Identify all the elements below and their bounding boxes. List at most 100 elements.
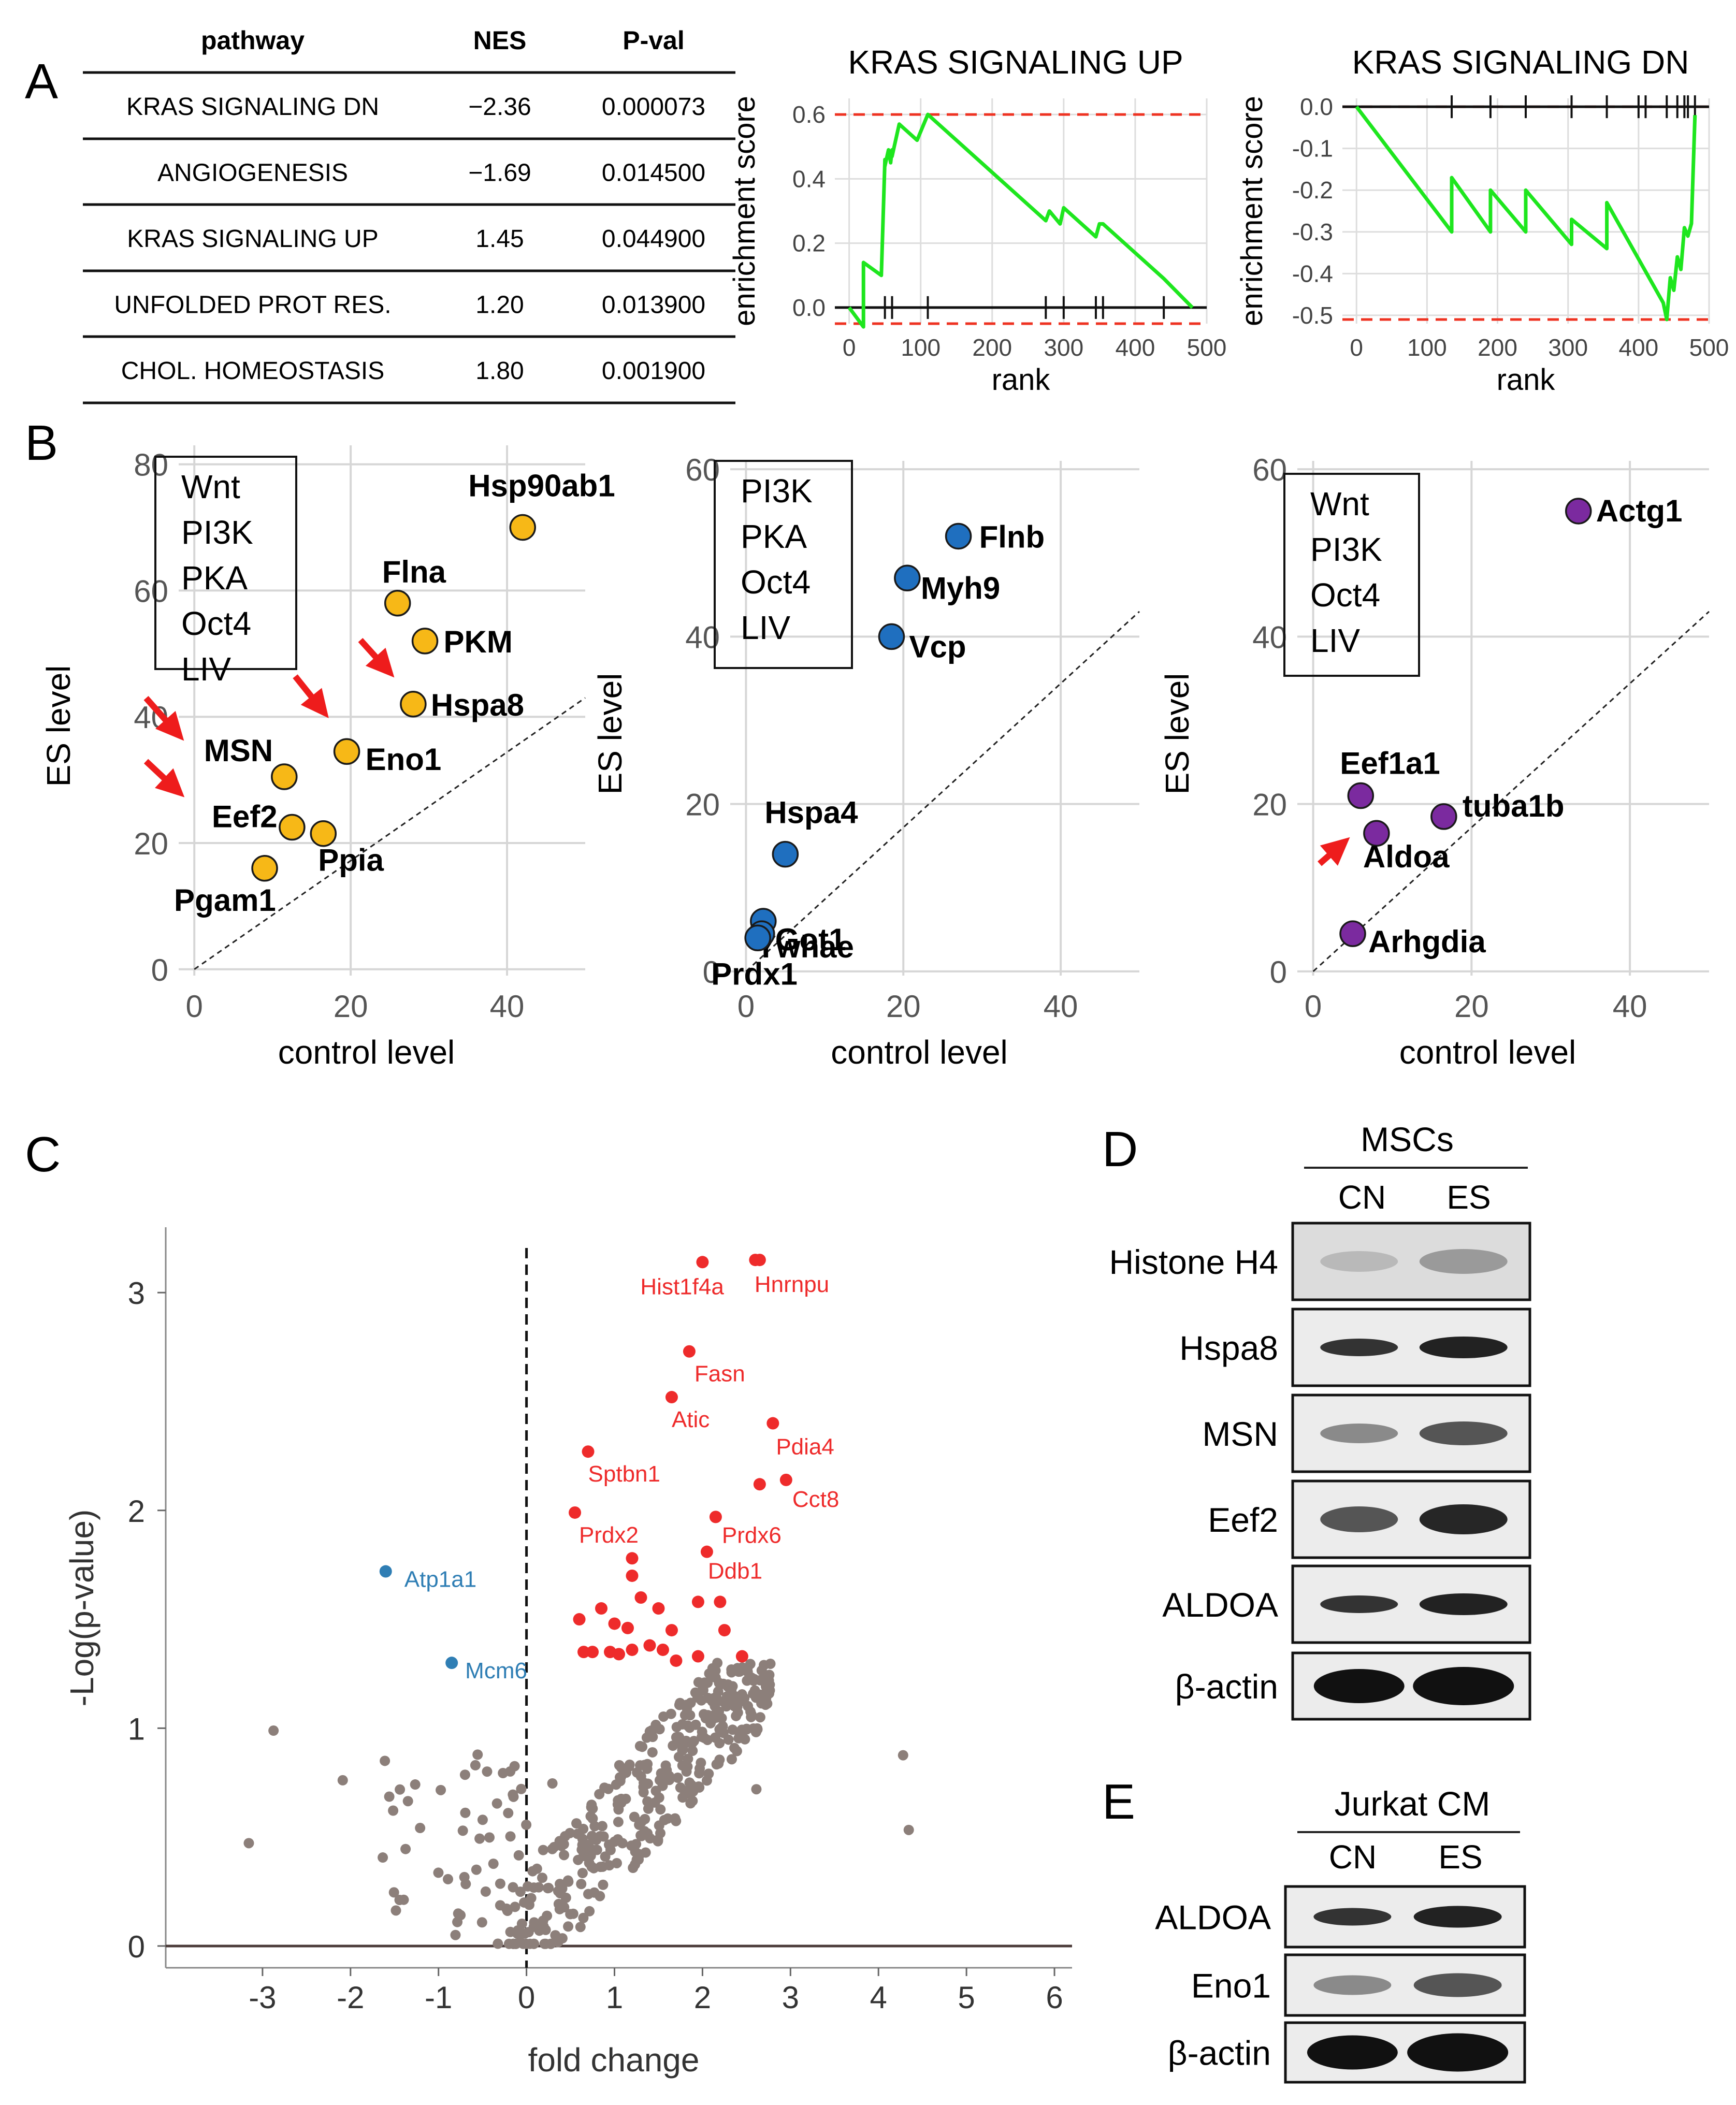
y-tick-label: 0 xyxy=(1270,955,1287,990)
x-tick-label: 0 xyxy=(1305,989,1322,1024)
significant-point xyxy=(714,1595,727,1608)
background-point xyxy=(476,1917,487,1928)
band-cn xyxy=(1313,1975,1392,1995)
background-point xyxy=(609,1836,620,1847)
enrichment-curve xyxy=(847,112,1194,329)
x-tick-label: 2 xyxy=(694,1980,711,2015)
background-point xyxy=(524,1899,534,1910)
background-point xyxy=(641,1732,652,1743)
background-point xyxy=(617,1838,628,1849)
data-point xyxy=(894,564,921,592)
pathway-box-item: LIV xyxy=(181,650,231,688)
background-point xyxy=(671,1722,682,1733)
x-tick-label: 3 xyxy=(782,1980,799,2015)
background-point xyxy=(697,1726,707,1737)
background-point xyxy=(563,1876,574,1887)
pathway-name: ANGIOGENESIS xyxy=(157,159,348,187)
significant-point xyxy=(626,1552,639,1565)
red-arrow-head xyxy=(155,710,184,741)
gene-label: Fasn xyxy=(695,1361,745,1387)
nes-value: −1.69 xyxy=(468,159,531,187)
background-point xyxy=(384,1791,395,1802)
significant-point xyxy=(652,1602,665,1615)
y-axis-label: enrichment score xyxy=(728,96,761,326)
significant-point xyxy=(656,1643,669,1656)
background-point xyxy=(472,1749,483,1760)
data-point xyxy=(251,855,278,882)
background-point xyxy=(582,1839,592,1850)
x-axis-label: rank xyxy=(992,363,1051,397)
background-point xyxy=(654,1724,665,1735)
background-point xyxy=(764,1670,775,1680)
blot-label: ALDOA xyxy=(1162,1586,1278,1624)
pathway-box-item: PI3K xyxy=(741,472,813,510)
data-point xyxy=(384,590,411,617)
panel-letter-b: B xyxy=(25,415,58,471)
band-es xyxy=(1407,2033,1509,2072)
background-point xyxy=(598,1879,609,1890)
gene-label: Sptbn1 xyxy=(588,1461,660,1487)
blot-group-label: MSCs xyxy=(1361,1120,1454,1158)
y-tick-label: 2 xyxy=(128,1494,145,1529)
background-point xyxy=(687,1745,698,1756)
data-point xyxy=(411,628,439,655)
data-point xyxy=(279,814,306,841)
band-es xyxy=(1413,1906,1502,1928)
significant-point xyxy=(691,1650,704,1663)
labeled-point xyxy=(379,1565,392,1578)
labeled-point xyxy=(683,1345,696,1358)
background-point xyxy=(547,1778,558,1789)
background-point xyxy=(595,1891,605,1901)
x-tick-label: 500 xyxy=(1689,334,1729,361)
background-point xyxy=(578,1851,589,1862)
background-point xyxy=(433,1867,444,1878)
red-arrow-head xyxy=(300,688,329,718)
x-tick-label: 100 xyxy=(1407,334,1447,361)
background-point xyxy=(626,1840,637,1851)
p-value: 0.014500 xyxy=(602,159,705,187)
point-label: Actg1 xyxy=(1596,493,1683,528)
band-cn xyxy=(1313,1908,1392,1926)
background-point xyxy=(388,1805,399,1816)
background-point xyxy=(533,1882,544,1893)
background-point xyxy=(642,1778,653,1789)
background-point xyxy=(597,1821,607,1832)
pathway-box-item: PKA xyxy=(741,518,807,555)
p-value: 0.013900 xyxy=(602,292,705,319)
panel-letter-a: A xyxy=(25,54,58,109)
band-cn xyxy=(1320,1339,1398,1356)
pathway-table: pathway NES P-val KRAS SIGNALING DN −2.36 0.0… xyxy=(83,26,735,404)
background-point xyxy=(584,1906,595,1917)
data-point xyxy=(744,924,771,952)
x-tick-label: 4 xyxy=(870,1980,887,2015)
background-point xyxy=(498,1767,509,1778)
background-point xyxy=(576,1879,587,1890)
background-point xyxy=(739,1696,749,1707)
y-axis-label: enrichment score xyxy=(1235,96,1269,326)
gene-label: Ddb1 xyxy=(708,1559,762,1584)
background-point xyxy=(560,1892,571,1903)
background-point xyxy=(474,1833,485,1844)
significant-point xyxy=(573,1613,586,1626)
blot-label: β-actin xyxy=(1168,2034,1271,2072)
background-point xyxy=(710,1701,720,1711)
background-point xyxy=(611,1857,622,1868)
background-point xyxy=(759,1660,770,1671)
y-tick-label: -0.5 xyxy=(1292,302,1333,329)
background-point xyxy=(642,1763,653,1774)
background-point xyxy=(560,1831,571,1842)
background-point xyxy=(690,1719,701,1730)
gene-label: Pdia4 xyxy=(776,1434,834,1460)
y-tick-label: 3 xyxy=(128,1276,145,1311)
background-point xyxy=(450,1929,461,1940)
background-point xyxy=(637,1741,648,1752)
y-tick-label: 20 xyxy=(1252,788,1287,822)
pathway-box xyxy=(714,460,853,669)
background-point xyxy=(734,1728,745,1739)
x-tick-label: 100 xyxy=(901,334,941,361)
data-point xyxy=(1347,782,1375,809)
background-point xyxy=(493,1938,503,1949)
red-arrow-head xyxy=(1320,837,1350,866)
x-tick-label: 0 xyxy=(518,1980,535,2015)
p-value: 0.044900 xyxy=(602,225,705,253)
